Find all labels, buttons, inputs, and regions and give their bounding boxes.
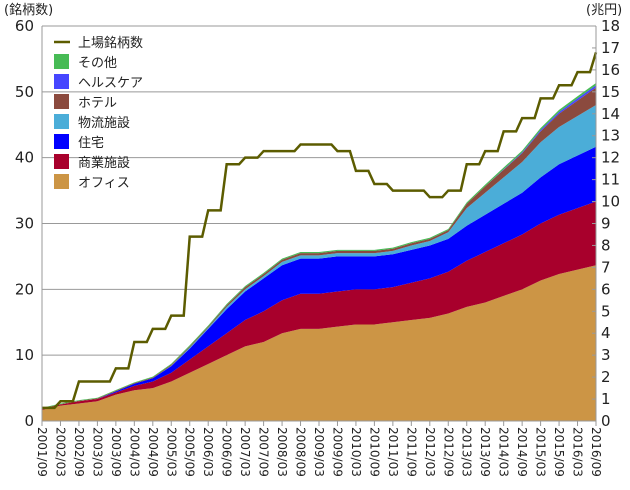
legend-label: ヘルスケア [78,76,143,91]
x-tick-label: 2008/09 [294,427,308,477]
right-tick-label: 14 [601,105,620,123]
x-tick-label: 2016/03 [571,427,585,477]
left-tick-label: 0 [24,412,34,430]
x-tick-label: 2013/03 [460,427,474,477]
right-tick-label: 9 [601,215,611,233]
legend-swatch [54,174,69,189]
right-tick-label: 13 [601,127,620,145]
legend-label: 物流施設 [78,115,130,131]
right-tick-label: 5 [601,302,611,320]
x-tick-label: 2007/03 [238,427,252,477]
x-tick-label: 2002/03 [53,427,67,477]
area-商業施設 [42,201,596,411]
legend-label: その他 [78,56,117,71]
x-tick-label: 2002/09 [72,427,86,477]
area-オフィス [42,265,596,421]
legend-swatch [54,54,69,69]
left-axis-label: (銘柄数) [4,3,53,18]
legend-label: 住宅 [78,136,104,151]
right-tick-label: 18 [601,17,620,35]
right-tick-label: 2 [601,368,611,386]
legend-swatch [54,154,69,169]
left-tick-label: 50 [15,83,34,101]
x-tick-label: 2003/09 [109,427,123,477]
x-tick-label: 2016/09 [589,427,603,477]
right-tick-label: 15 [601,83,620,101]
legend-label: オフィス [78,176,130,191]
x-tick-label: 2007/09 [257,427,271,477]
x-tick-label: 2001/09 [35,427,49,477]
x-tick-label: 2010/03 [349,427,363,477]
right-tick-label: 3 [601,346,611,364]
x-tick-label: 2010/09 [367,427,381,477]
right-tick-label: 1 [601,390,611,408]
x-tick-label: 2014/09 [515,427,529,477]
area-物流施設 [42,105,596,409]
x-tick-label: 2013/09 [478,427,492,477]
axes: 0102030405060012345678910111213141516171… [15,17,620,477]
x-tick-label: 2009/03 [312,427,326,477]
left-tick-label: 10 [15,346,34,364]
left-tick-label: 30 [15,215,34,233]
left-tick-label: 60 [15,17,34,35]
legend-label: ホテル [78,96,117,111]
x-tick-label: 2015/09 [552,427,566,477]
x-tick-label: 2012/09 [441,427,455,477]
right-tick-label: 6 [601,280,611,298]
right-tick-label: 4 [601,324,611,342]
x-tick-label: 2005/03 [164,427,178,477]
x-tick-label: 2015/03 [534,427,548,477]
right-tick-label: 12 [601,149,620,167]
x-tick-label: 2003/03 [90,427,104,477]
right-axis-label: (兆円) [586,3,622,18]
x-tick-label: 2012/03 [423,427,437,477]
right-tick-label: 0 [601,412,611,430]
x-tick-label: 2005/09 [183,427,197,477]
right-tick-label: 17 [601,39,620,57]
right-tick-label: 8 [601,236,611,254]
legend-swatch [54,134,69,149]
legend-label: 上場銘柄数 [78,36,143,51]
left-tick-label: 20 [15,280,34,298]
x-tick-label: 2009/09 [330,427,344,477]
legend-label: 商業施設 [78,155,130,171]
x-tick-label: 2008/03 [275,427,289,477]
x-tick-label: 2014/03 [497,427,511,477]
x-tick-label: 2004/03 [127,427,141,477]
legend-swatch [54,74,69,89]
right-tick-label: 7 [601,258,611,276]
left-tick-label: 40 [15,149,34,167]
stacked-areas [42,83,596,421]
area-住宅 [42,146,596,409]
x-tick-label: 2011/03 [386,427,400,477]
x-tick-label: 2011/09 [404,427,418,477]
x-tick-label: 2006/03 [201,427,215,477]
x-tick-label: 2004/09 [146,427,160,477]
x-tick-label: 2006/09 [220,427,234,477]
legend-swatch [54,114,69,129]
legend-swatch [54,94,69,109]
right-tick-label: 10 [601,193,620,211]
right-tick-label: 11 [601,171,620,189]
right-tick-label: 16 [601,61,620,79]
